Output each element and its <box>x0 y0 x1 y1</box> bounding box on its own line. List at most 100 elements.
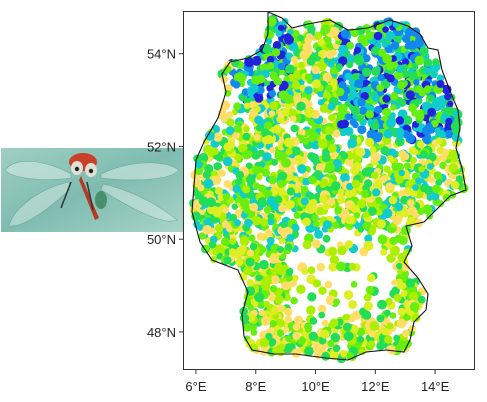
occurrence-point <box>350 166 360 175</box>
occurrence-point <box>250 329 258 336</box>
occurrence-point <box>322 202 331 211</box>
occurrence-point <box>350 28 359 38</box>
occurrence-point <box>285 173 294 182</box>
occurrence-point <box>266 236 275 245</box>
occurrence-point <box>394 202 404 212</box>
occurrence-point <box>412 184 419 191</box>
occurrence-point <box>409 302 420 312</box>
occurrence-point <box>322 220 332 230</box>
occurrence-point <box>337 103 348 114</box>
occurrence-point <box>235 178 242 186</box>
occurrence-point <box>351 179 361 189</box>
occurrence-point <box>266 55 275 64</box>
occurrence-point <box>269 146 276 154</box>
occurrence-point <box>381 327 390 336</box>
occurrence-point <box>442 193 451 202</box>
occurrence-point <box>254 115 264 125</box>
occurrence-point <box>263 300 271 308</box>
map-frame <box>183 11 475 370</box>
occurrence-point <box>251 150 261 160</box>
occurrence-point <box>432 97 443 108</box>
occurrence-point <box>371 66 381 76</box>
occurrence-point <box>347 138 358 149</box>
occurrence-point <box>270 187 279 195</box>
occurrence-point <box>211 175 221 186</box>
occurrence-point <box>194 166 203 175</box>
occurrence-point <box>247 304 254 311</box>
occurrence-point <box>315 163 325 173</box>
occurrence-point <box>358 106 368 115</box>
occurrence-point <box>317 38 325 46</box>
occurrence-point <box>214 186 223 195</box>
occurrence-point <box>417 295 426 304</box>
occurrence-point <box>277 179 286 188</box>
occurrence-point <box>350 105 361 116</box>
occurrence-point <box>313 31 323 40</box>
occurrence-point <box>327 143 337 153</box>
occurrence-point <box>258 309 265 317</box>
occurrence-point <box>244 57 255 68</box>
occurrence-point <box>350 204 358 212</box>
occurrence-point <box>244 218 253 228</box>
occurrence-point <box>362 211 370 218</box>
occurrence-point <box>405 90 415 100</box>
occurrence-point <box>274 294 284 304</box>
occurrence-point <box>311 65 321 75</box>
occurrence-point <box>261 136 270 145</box>
occurrence-point <box>403 248 411 256</box>
occurrence-point <box>215 153 224 162</box>
occurrence-point <box>321 351 330 361</box>
occurrence-point <box>203 178 214 189</box>
occurrence-point <box>385 31 395 40</box>
occurrence-point <box>307 192 315 200</box>
occurrence-point <box>407 206 417 216</box>
occurrence-point <box>384 309 391 317</box>
occurrence-point <box>311 79 321 89</box>
occurrence-point <box>312 72 321 81</box>
occurrence-point <box>373 179 382 188</box>
occurrence-point <box>380 146 390 156</box>
occurrence-point <box>362 67 372 77</box>
occurrence-point <box>320 329 330 339</box>
occurrence-point <box>363 240 374 251</box>
occurrence-point <box>382 26 389 33</box>
occurrence-point <box>305 33 313 41</box>
occurrence-point <box>249 202 259 212</box>
occurrence-point <box>245 162 253 170</box>
occurrence-point <box>221 237 230 247</box>
occurrence-point <box>383 129 393 139</box>
occurrence-point <box>411 148 419 156</box>
occurrence-point <box>332 129 341 138</box>
occurrence-point <box>261 316 271 327</box>
occurrence-point <box>210 147 219 156</box>
occurrence-point <box>389 112 396 119</box>
occurrence-point <box>319 195 328 204</box>
occurrence-point <box>268 175 278 185</box>
occurrence-point <box>405 133 416 144</box>
occurrence-point <box>309 317 318 325</box>
occurrence-point <box>265 38 273 45</box>
occurrence-point <box>285 148 293 156</box>
occurrence-point <box>395 116 404 125</box>
occurrence-point <box>346 182 354 191</box>
occurrence-point <box>384 335 393 344</box>
occurrence-point <box>290 124 299 133</box>
occurrence-point <box>386 74 395 83</box>
occurrence-point <box>272 41 282 50</box>
occurrence-point <box>279 80 289 91</box>
occurrence-point <box>292 323 301 331</box>
occurrence-point <box>364 234 373 243</box>
occurrence-point <box>317 139 328 149</box>
occurrence-point <box>378 48 387 58</box>
occurrence-points <box>189 14 469 364</box>
occurrence-point <box>291 81 301 90</box>
occurrence-point <box>427 107 436 117</box>
occurrence-point <box>255 274 263 282</box>
occurrence-point <box>239 244 247 253</box>
occurrence-point <box>376 132 383 139</box>
occurrence-point <box>407 199 415 207</box>
occurrence-point <box>198 153 209 163</box>
occurrence-point <box>249 242 258 251</box>
occurrence-point <box>257 218 265 225</box>
occurrence-point <box>338 44 349 55</box>
